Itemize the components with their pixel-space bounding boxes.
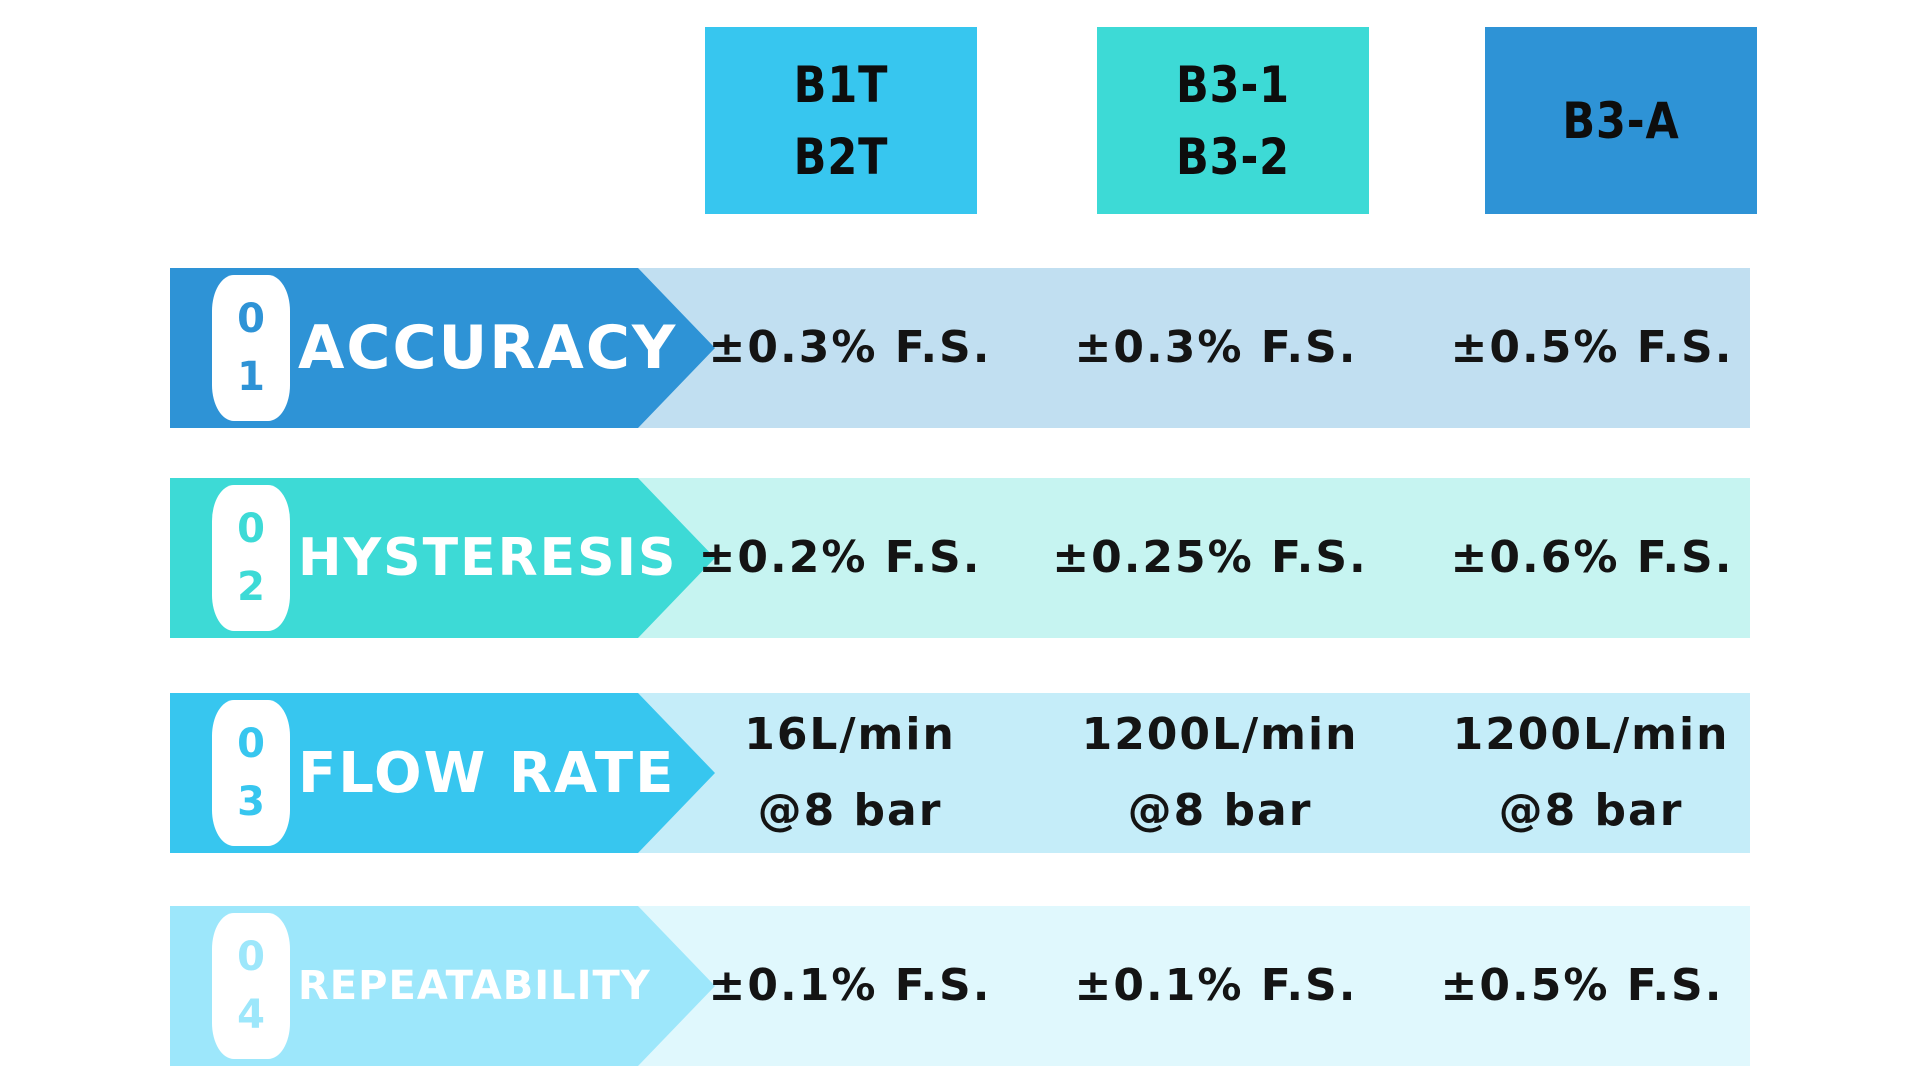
value-cell: ±0.1% F.S.: [1066, 906, 1366, 1066]
row-label-arrow: [170, 478, 715, 638]
value-cell: ±0.1% F.S.: [700, 906, 1000, 1066]
value-line: ±0.5% F.S.: [1440, 960, 1724, 1011]
row-number-digit: 2: [237, 564, 265, 610]
value-cell: ±0.3% F.S.: [1066, 268, 1366, 428]
column-header-line: B3-1: [1176, 55, 1290, 114]
value-cell: ±0.25% F.S.: [1050, 478, 1370, 638]
value-line: ±0.2% F.S.: [698, 532, 982, 583]
value-line: @8 bar: [757, 785, 943, 836]
value-cell: ±0.2% F.S.: [690, 478, 990, 638]
value-cell: 1200L/min @8 bar: [1432, 693, 1750, 853]
row-flow-rate: 0 3 FLOW RATE 16L/min @8 bar 1200L/min @…: [170, 693, 1750, 853]
row-number-digit: 1: [237, 354, 265, 400]
row-number-badge: 0 2: [212, 485, 290, 631]
column-header-b1t-b2t: [705, 27, 977, 214]
row-number-digit: 0: [237, 721, 265, 767]
column-header-text: B1T B2T: [724, 27, 958, 214]
column-header-line: B1T: [793, 55, 889, 114]
row-number-badge: 0 1: [212, 275, 290, 421]
row-label-arrow: [170, 268, 715, 428]
row-accuracy: 0 1 ACCURACY ±0.3% F.S. ±0.3% F.S. ±0.5%…: [170, 268, 1750, 428]
value-line: ±0.25% F.S.: [1052, 532, 1368, 583]
row-number-digit: 3: [237, 779, 265, 825]
value-line: ±0.6% F.S.: [1450, 532, 1734, 583]
value-line: ±0.1% F.S.: [708, 960, 992, 1011]
value-cell: ±0.6% F.S.: [1442, 478, 1742, 638]
column-header-line: B2T: [793, 127, 889, 186]
row-number-digit: 0: [237, 934, 265, 980]
value-cell: 16L/min @8 bar: [700, 693, 1000, 853]
value-line: 16L/min: [744, 709, 956, 760]
row-number-digit: 0: [237, 506, 265, 552]
column-header-text: B3-A: [1504, 27, 1738, 214]
row-number-digit: 4: [237, 992, 265, 1038]
row-number-badge: 0 3: [212, 700, 290, 846]
column-header-b3-1-b3-2: [1097, 27, 1369, 214]
value-cell: ±0.3% F.S.: [700, 268, 1000, 428]
value-line: ±0.5% F.S.: [1450, 322, 1734, 373]
value-line: @8 bar: [1127, 785, 1313, 836]
value-line: 1200L/min: [1452, 709, 1730, 760]
row-label: FLOW RATE: [298, 740, 676, 806]
value-line: @8 bar: [1498, 785, 1684, 836]
row-label-arrow: [170, 693, 715, 853]
value-line: ±0.1% F.S.: [1074, 960, 1358, 1011]
value-cell: ±0.5% F.S.: [1442, 268, 1742, 428]
row-hysteresis: 0 2 HYSTERESIS ±0.2% F.S. ±0.25% F.S. ±0…: [170, 478, 1750, 638]
value-line: 1200L/min: [1081, 709, 1359, 760]
row-label-arrow: [170, 906, 715, 1066]
value-cell: ±0.5% F.S.: [1432, 906, 1732, 1066]
value-line: ±0.3% F.S.: [708, 322, 992, 373]
value-cell: 1200L/min @8 bar: [1060, 693, 1380, 853]
row-number-badge: 0 4: [212, 913, 290, 1059]
column-header-line: B3-A: [1562, 91, 1680, 150]
column-header-text: B3-1 B3-2: [1116, 27, 1350, 214]
row-number-digit: 0: [237, 296, 265, 342]
value-line: ±0.3% F.S.: [1074, 322, 1358, 373]
row-repeatability: 0 4 REPEATABILITY ±0.1% F.S. ±0.1% F.S. …: [170, 906, 1750, 1066]
column-header-line: B3-2: [1176, 127, 1290, 186]
row-label: HYSTERESIS: [298, 528, 678, 588]
row-label: REPEATABILITY: [298, 963, 651, 1009]
row-label: ACCURACY: [298, 313, 678, 383]
column-header-b3-a: [1485, 27, 1757, 214]
